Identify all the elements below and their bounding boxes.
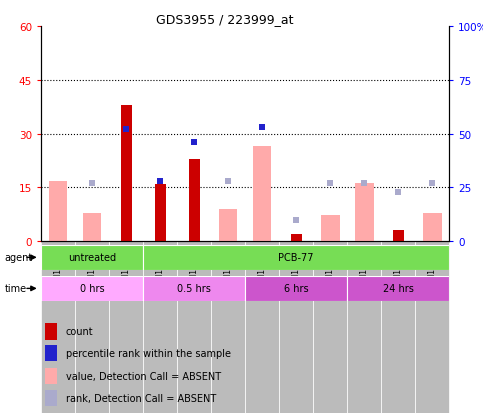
Bar: [291, 235, 301, 242]
Bar: [49, 181, 68, 242]
Bar: [41, 276, 143, 301]
Bar: [45, 368, 57, 385]
Bar: [219, 209, 238, 242]
Text: 6 hrs: 6 hrs: [284, 284, 309, 294]
Text: untreated: untreated: [68, 253, 116, 263]
Bar: [393, 231, 404, 242]
Bar: [355, 184, 373, 242]
Bar: [121, 106, 131, 242]
Bar: [253, 147, 271, 242]
Bar: [143, 245, 449, 271]
Text: 0 hrs: 0 hrs: [80, 284, 104, 294]
Bar: [177, 242, 211, 413]
Bar: [211, 242, 245, 413]
Bar: [45, 345, 57, 362]
Text: 24 hrs: 24 hrs: [383, 284, 413, 294]
Bar: [41, 245, 143, 271]
Bar: [415, 242, 449, 413]
Text: agent: agent: [5, 253, 33, 263]
Bar: [245, 276, 347, 301]
Bar: [155, 184, 166, 242]
Bar: [423, 214, 441, 242]
Bar: [381, 242, 415, 413]
Bar: [45, 323, 57, 340]
Bar: [321, 216, 340, 242]
Bar: [347, 276, 449, 301]
Text: rank, Detection Call = ABSENT: rank, Detection Call = ABSENT: [66, 393, 216, 403]
Bar: [279, 242, 313, 413]
Text: 0.5 hrs: 0.5 hrs: [177, 284, 211, 294]
Bar: [143, 242, 177, 413]
Bar: [45, 390, 57, 406]
Bar: [313, 242, 347, 413]
Bar: [75, 242, 109, 413]
Bar: [143, 276, 245, 301]
Text: percentile rank within the sample: percentile rank within the sample: [66, 349, 230, 358]
Bar: [189, 159, 199, 242]
Text: PCB-77: PCB-77: [278, 253, 314, 263]
Bar: [109, 242, 143, 413]
Text: value, Detection Call = ABSENT: value, Detection Call = ABSENT: [66, 371, 221, 381]
Text: time: time: [5, 284, 27, 294]
Bar: [245, 242, 279, 413]
Bar: [83, 214, 101, 242]
Text: count: count: [66, 327, 93, 337]
Title: GDS3955 / 223999_at: GDS3955 / 223999_at: [156, 13, 294, 26]
Bar: [41, 242, 75, 413]
Bar: [347, 242, 381, 413]
